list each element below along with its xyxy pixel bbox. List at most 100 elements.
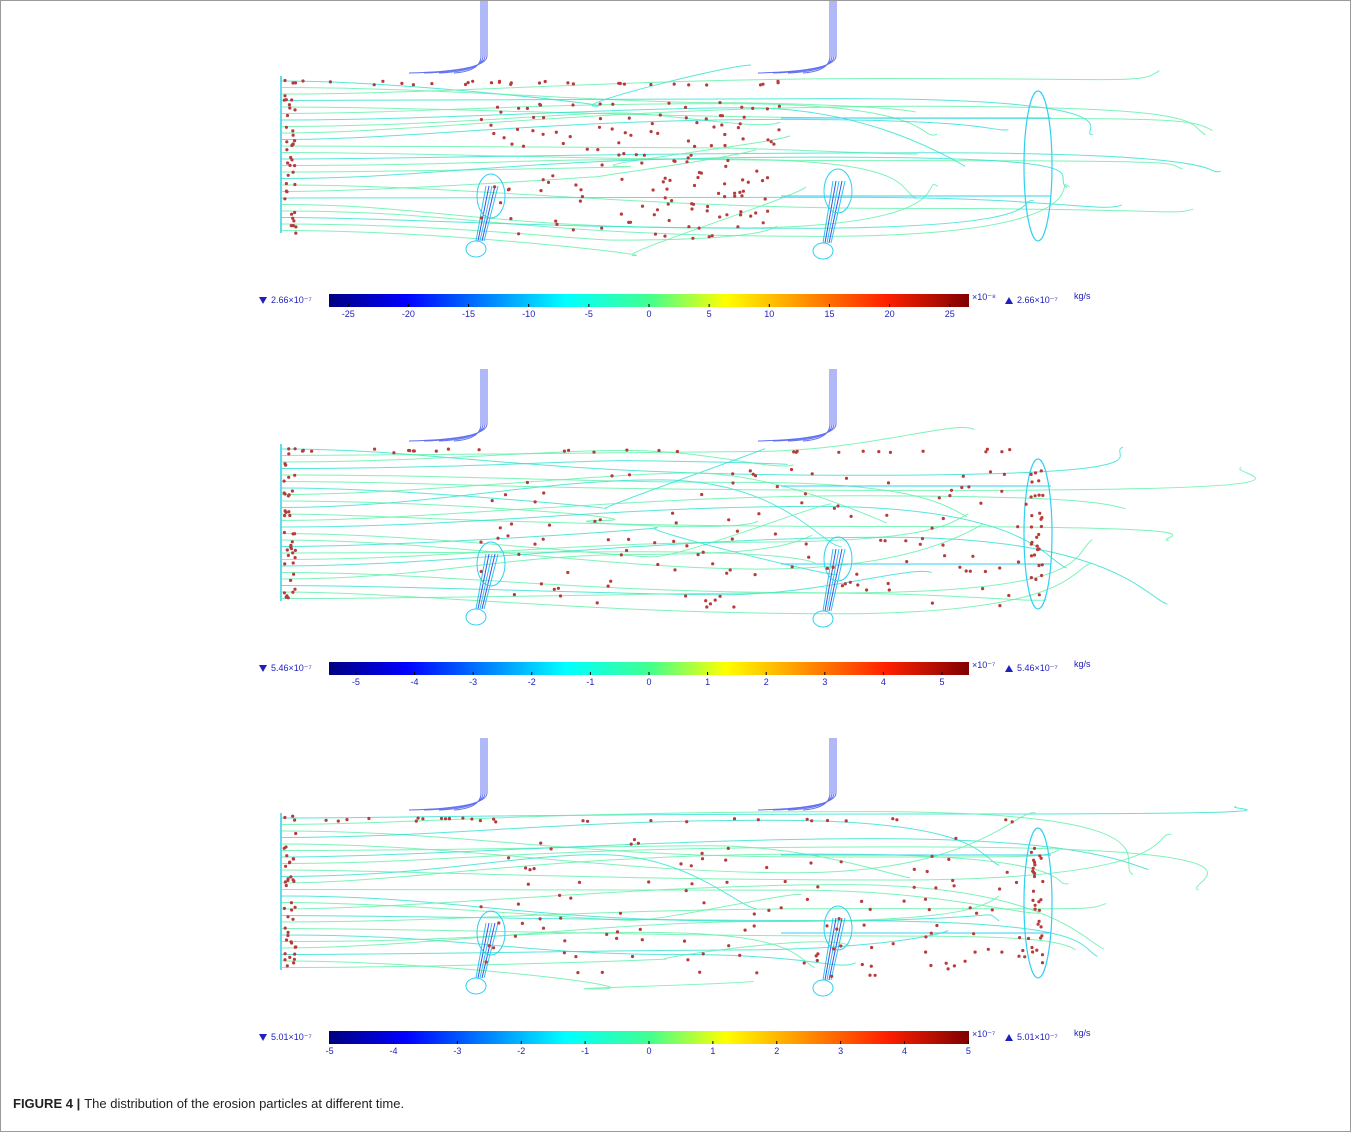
particle bbox=[922, 450, 925, 453]
particle bbox=[698, 971, 701, 974]
particle bbox=[1038, 547, 1041, 550]
particle bbox=[1033, 553, 1036, 556]
particle bbox=[683, 940, 686, 943]
particle bbox=[620, 213, 623, 216]
particle bbox=[1041, 494, 1044, 497]
particle bbox=[737, 126, 740, 129]
colorbar-tick-label: 3 bbox=[822, 677, 827, 687]
particle bbox=[643, 154, 646, 157]
particle bbox=[778, 105, 781, 108]
particle bbox=[329, 80, 332, 83]
streamline bbox=[281, 467, 1255, 490]
caption: FIGURE 4 |The distribution of the erosio… bbox=[13, 1096, 404, 1111]
particle bbox=[507, 188, 510, 191]
particle bbox=[845, 477, 848, 480]
particle bbox=[979, 502, 982, 505]
particle bbox=[292, 880, 295, 883]
particle bbox=[288, 514, 291, 517]
particle bbox=[727, 518, 730, 521]
particle bbox=[619, 912, 622, 915]
particle bbox=[969, 570, 972, 573]
particle bbox=[531, 129, 534, 132]
particle bbox=[929, 964, 932, 967]
min-marker bbox=[259, 1034, 267, 1041]
streamline bbox=[281, 159, 916, 199]
particle bbox=[507, 856, 510, 859]
particle bbox=[815, 954, 818, 957]
particle bbox=[1038, 494, 1041, 497]
particle bbox=[532, 116, 535, 119]
particle bbox=[1037, 479, 1040, 482]
colorbar-tick-label: -3 bbox=[469, 677, 477, 687]
particle bbox=[723, 195, 726, 198]
particle bbox=[496, 537, 499, 540]
particle bbox=[285, 140, 288, 143]
particle bbox=[953, 964, 956, 967]
particle bbox=[599, 102, 602, 105]
particle bbox=[1033, 847, 1036, 850]
particle bbox=[547, 181, 550, 184]
particle bbox=[657, 449, 660, 452]
inlet-stream bbox=[439, 738, 483, 810]
particle bbox=[480, 905, 483, 908]
max-label: 2.66×10⁻⁷ bbox=[1017, 295, 1058, 305]
particle bbox=[1037, 533, 1040, 536]
colorbar-tick-label: -1 bbox=[581, 1046, 589, 1056]
particle bbox=[1040, 516, 1043, 519]
particle bbox=[599, 518, 602, 521]
particle bbox=[723, 182, 726, 185]
particle bbox=[705, 605, 708, 608]
colorbar-tick-label: 15 bbox=[824, 309, 834, 319]
colorbar-tick-label: 1 bbox=[705, 677, 710, 687]
particle bbox=[723, 133, 726, 136]
particle bbox=[891, 817, 894, 820]
particle bbox=[542, 116, 545, 119]
unit: kg/s bbox=[1074, 659, 1091, 669]
particle bbox=[691, 237, 694, 240]
particle bbox=[948, 494, 951, 497]
streamline bbox=[281, 185, 1069, 237]
particle bbox=[527, 883, 530, 886]
particle bbox=[293, 958, 296, 961]
particle bbox=[601, 163, 604, 166]
particle bbox=[539, 842, 542, 845]
max-marker bbox=[1005, 297, 1013, 304]
particle bbox=[619, 82, 622, 85]
particle bbox=[492, 132, 495, 135]
colorbar-tick-label: 25 bbox=[945, 309, 955, 319]
particle bbox=[804, 492, 807, 495]
particle bbox=[285, 854, 288, 857]
colorbar-tick-label: 5 bbox=[966, 1046, 971, 1056]
max-label: 5.46×10⁻⁷ bbox=[1017, 663, 1058, 673]
particle bbox=[1034, 494, 1037, 497]
particle bbox=[709, 602, 712, 605]
particle bbox=[630, 843, 633, 846]
particle bbox=[288, 164, 291, 167]
particle bbox=[292, 561, 295, 564]
particle bbox=[724, 165, 727, 168]
inlet-stream bbox=[758, 738, 836, 810]
particle bbox=[600, 227, 603, 230]
particle bbox=[489, 124, 492, 127]
particle bbox=[708, 235, 711, 238]
particle bbox=[953, 884, 956, 887]
unit: kg/s bbox=[1074, 1028, 1091, 1038]
particle bbox=[563, 939, 566, 942]
particle bbox=[392, 451, 395, 454]
particle bbox=[998, 566, 1001, 569]
particle bbox=[1034, 904, 1037, 907]
particle bbox=[611, 103, 614, 106]
particle bbox=[548, 524, 551, 527]
particle bbox=[480, 118, 483, 121]
particle bbox=[1041, 563, 1044, 566]
particle bbox=[448, 817, 451, 820]
nozzle-outlet bbox=[466, 609, 486, 625]
particle bbox=[1032, 867, 1035, 870]
particle bbox=[855, 573, 858, 576]
particle bbox=[1040, 925, 1043, 928]
particle bbox=[1034, 471, 1037, 474]
particle bbox=[294, 232, 297, 235]
particle bbox=[1037, 923, 1040, 926]
particle bbox=[294, 832, 297, 835]
particle bbox=[930, 932, 933, 935]
